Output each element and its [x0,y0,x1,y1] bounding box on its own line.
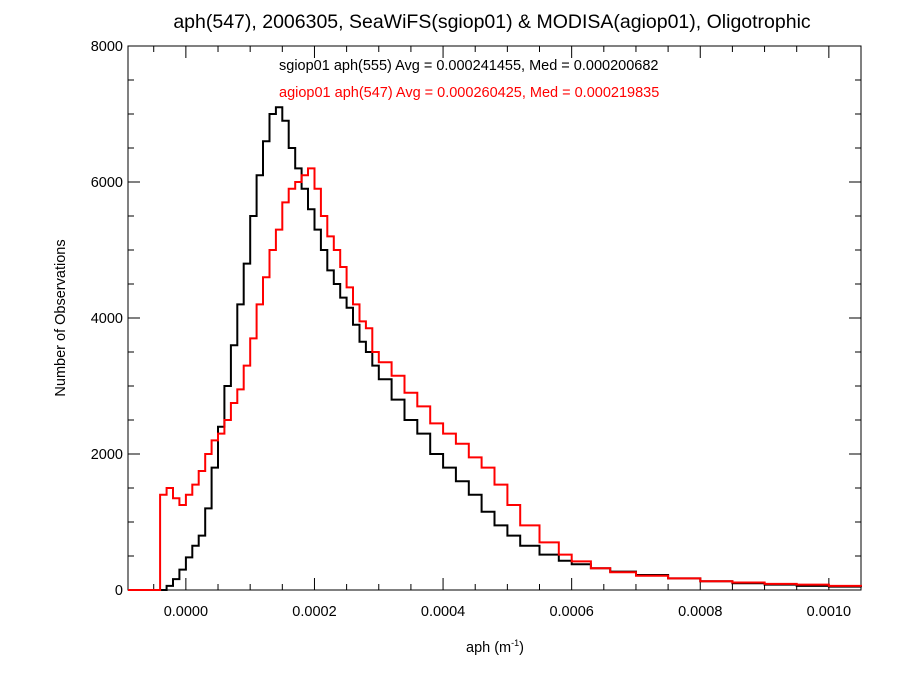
x-axis-label-exponent: -1 [511,638,519,648]
annotation-red: agiop01 aph(547) Avg = 0.000260425, Med … [279,85,659,101]
axis-tick-labels: 0.0000 0.0002 0.0004 0.0006 0.0008 0.0010 0 200… [91,39,851,620]
x-tick-label: 0.0002 [292,604,336,620]
x-tick-label: 0.0000 [164,604,208,620]
x-axis-label-text: aph (m [466,640,511,656]
y-tick-label: 6000 [91,175,123,191]
axis-ticks [128,45,861,591]
series-line-red [128,167,862,591]
annotation-black: sgiop01 aph(555) Avg = 0.000241455, Med … [279,58,658,74]
data-series [128,106,862,591]
x-tick-label: 0.0004 [421,604,465,620]
x-tick-label: 0.0010 [807,604,851,620]
x-axis-label-close: ) [519,640,524,656]
y-axis-label: Number of Observations [53,239,69,396]
series-line-black [128,106,862,591]
y-tick-label: 2000 [91,447,123,463]
y-tick-label: 4000 [91,311,123,327]
y-tick-label: 8000 [91,39,123,55]
y-tick-label: 0 [115,583,123,599]
chart-title: aph(547), 2006305, SeaWiFS(sgiop01) & MO… [173,11,811,33]
x-tick-label: 0.0006 [549,604,593,620]
x-tick-label: 0.0008 [678,604,722,620]
x-axis-label: aph (m-1) [466,638,524,656]
